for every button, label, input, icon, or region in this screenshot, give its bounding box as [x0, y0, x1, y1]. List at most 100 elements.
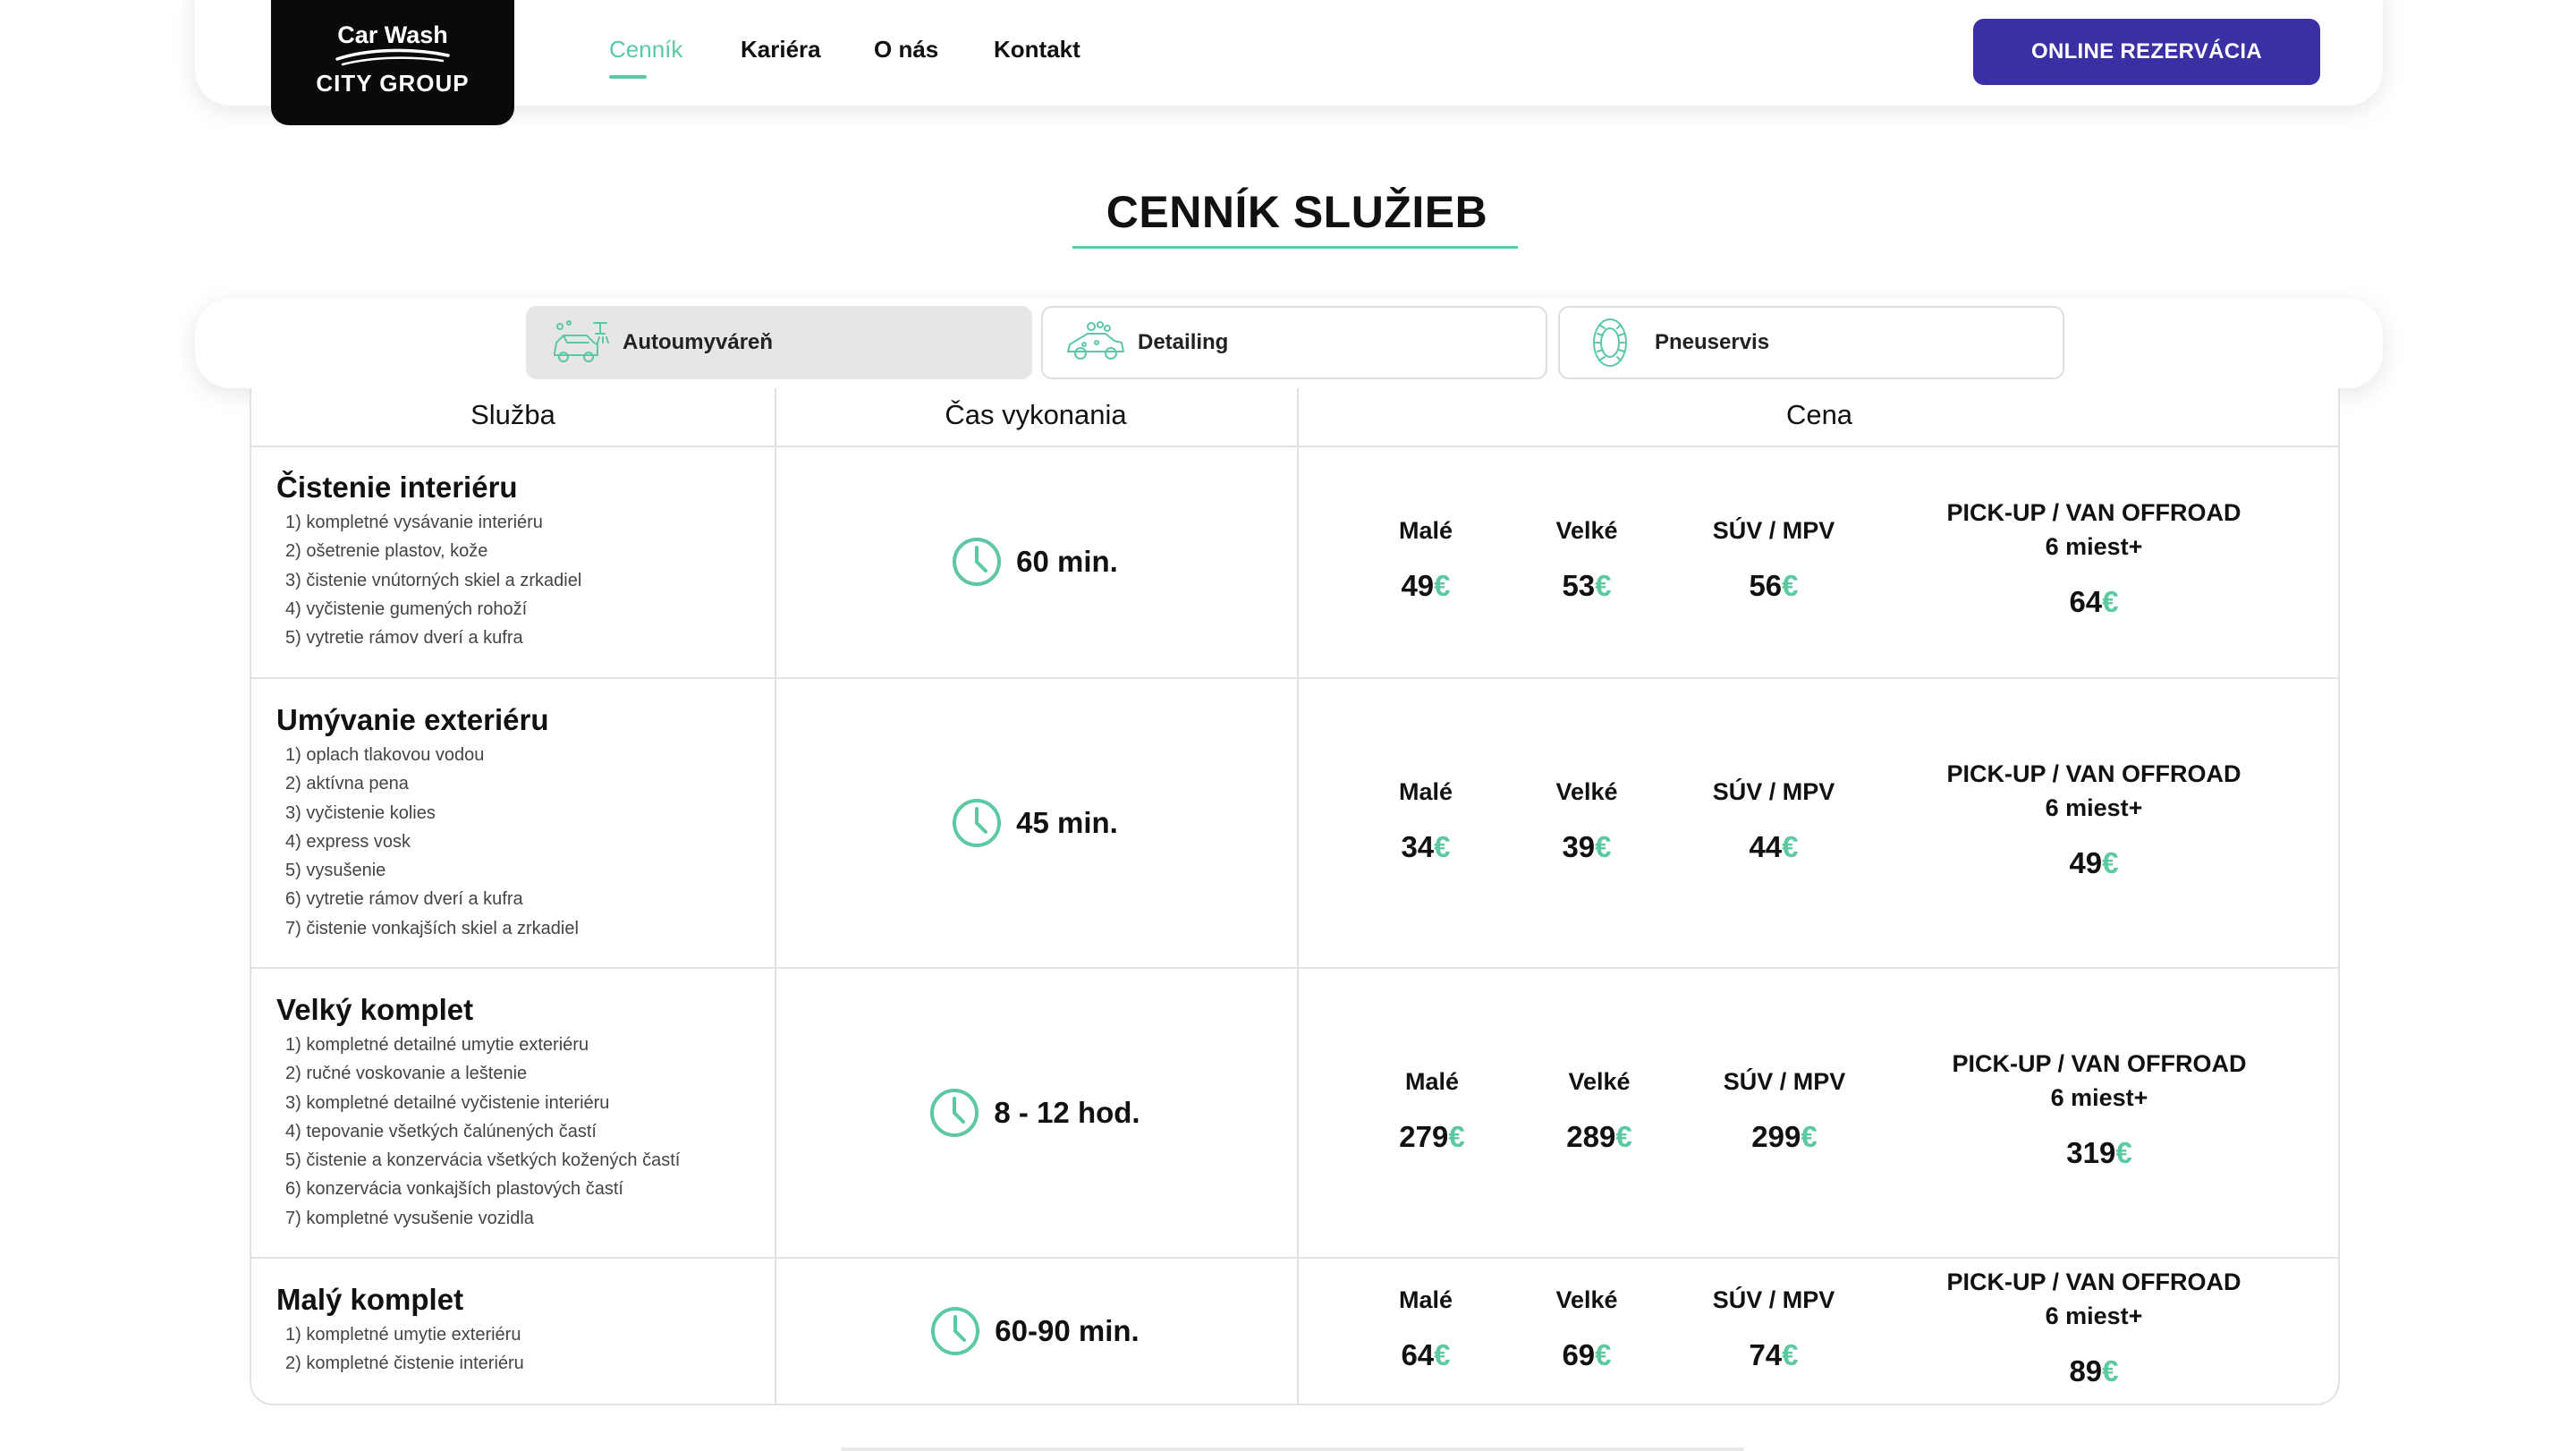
price-amount: 299 — [1751, 1120, 1801, 1153]
price-value: 64€ — [1363, 1338, 1488, 1372]
price-amount: 34 — [1401, 830, 1435, 863]
size-label: PICK-UP / VAN OFFROAD — [1946, 760, 2241, 787]
col-divider — [775, 388, 776, 1404]
service-item: 5) vysušenie — [285, 861, 386, 881]
currency: € — [1595, 569, 1612, 602]
currency: € — [1782, 830, 1799, 863]
tab-autoumyvaren[interactable]: Autoumyváreň — [526, 306, 1032, 379]
service-item: 4) express vosk — [285, 831, 411, 852]
price-large: Velké 53€ — [1524, 513, 1649, 603]
logo[interactable]: Car Wash CITY GROUP — [271, 0, 514, 125]
currency: € — [1615, 1120, 1632, 1153]
service-item: 2) ošetrenie plastov, kože — [285, 541, 488, 562]
size-label: SÚV / MPV — [1712, 778, 1835, 805]
service-item: 3) kompletné detailné vyčistenie interié… — [285, 1092, 610, 1113]
price-large: Velké 69€ — [1524, 1283, 1649, 1372]
price-small: Malé 64€ — [1363, 1283, 1488, 1372]
price-value: 39€ — [1524, 830, 1649, 864]
duration: 45 min. — [775, 796, 1294, 850]
clock-icon — [930, 1089, 979, 1137]
service-item: 1) kompletné umytie exteriéru — [285, 1325, 521, 1345]
service-item: 3) čistenie vnútorných skiel a zrkadiel — [285, 570, 582, 590]
price-value: 279€ — [1365, 1120, 1499, 1154]
service-name: Malý komplet — [276, 1283, 464, 1316]
tab-detailing[interactable]: Detailing — [1041, 306, 1547, 379]
service-item: 2) aktívna pena — [285, 774, 409, 794]
service-items: 1) oplach tlakovou vodou 2) aktívna pena… — [285, 741, 579, 943]
price-value: 289€ — [1532, 1120, 1666, 1154]
currency: € — [1434, 1338, 1451, 1371]
nav-item-kariera[interactable]: Kariéra — [741, 36, 821, 63]
tab-label: Autoumyváreň — [623, 330, 774, 354]
price-amount: 53 — [1562, 569, 1596, 602]
tab-label: Pneuservis — [1655, 330, 1770, 354]
header-cena: Cena — [1785, 399, 1853, 430]
price-amount: 49 — [2069, 846, 2103, 879]
service-item: 1) kompletné vysávanie interiéru — [285, 513, 543, 532]
size-label: Malé — [1398, 517, 1453, 544]
price-pickup: PICK-UP / VAN OFFROAD 6 miest+ 49€ — [1915, 757, 2273, 880]
price-value: 34€ — [1363, 830, 1488, 864]
nav-item-o-nas[interactable]: O nás — [874, 36, 939, 63]
currency: € — [1801, 1120, 1818, 1153]
col-divider — [1297, 388, 1299, 1404]
price-value: 44€ — [1684, 830, 1863, 864]
currency: € — [1595, 830, 1612, 863]
price-value: 89€ — [1915, 1354, 2273, 1388]
size-label: PICK-UP / VAN OFFROAD — [1946, 1269, 2241, 1295]
price-value: 53€ — [1524, 569, 1649, 603]
logo-swoosh-icon — [335, 48, 450, 66]
price-value: 49€ — [1363, 569, 1488, 603]
size-label: Velké — [1555, 517, 1618, 544]
size-label: SÚV / MPV — [1723, 1068, 1846, 1095]
duration-text: 45 min. — [1016, 806, 1118, 839]
service-item: 2) ručné voskovanie a leštenie — [285, 1064, 528, 1084]
service-item: 1) kompletné detailné umytie exteriéru — [285, 1035, 589, 1055]
duration: 60-90 min. — [775, 1304, 1294, 1358]
header-sluzba: Služba — [470, 399, 555, 430]
size-label: PICK-UP / VAN OFFROAD — [1946, 499, 2241, 526]
size-label: PICK-UP / VAN OFFROAD — [1952, 1050, 2247, 1077]
price-value: 49€ — [1915, 846, 2273, 880]
service-items: 1) kompletné umytie exteriéru 2) komplet… — [285, 1320, 524, 1379]
service-items: 1) kompletné vysávanie interiéru 2) ošet… — [285, 508, 581, 652]
size-label: Velké — [1555, 778, 1618, 805]
clock-icon — [931, 1307, 980, 1355]
logo-line1: Car Wash — [337, 21, 448, 48]
header-cas-vykonania: Čas vykonania — [945, 399, 1127, 430]
service-item: 4) vyčistenie gumených rohoží — [285, 598, 528, 619]
price-amount: 279 — [1399, 1120, 1449, 1153]
price-suv: SÚV / MPV 299€ — [1695, 1065, 1874, 1154]
service-item: 5) vytretie rámov dverí a kufra — [285, 628, 523, 649]
duration-text: 60 min. — [1016, 545, 1118, 578]
service-item: 2) kompletné čistenie interiéru — [285, 1353, 524, 1374]
size-label: 6 miest+ — [2045, 1303, 2143, 1329]
nav-item-kontakt[interactable]: Kontakt — [994, 36, 1080, 63]
size-label: 6 miest+ — [2045, 533, 2143, 560]
price-amount: 74 — [1749, 1338, 1783, 1371]
row-divider — [251, 967, 2338, 969]
service-item: 4) tepovanie všetkých čalúnených častí — [285, 1121, 597, 1141]
nav-item-cennik[interactable]: Cenník — [609, 36, 683, 63]
currency: € — [1448, 1120, 1465, 1153]
price-amount: 64 — [1401, 1338, 1435, 1371]
duration-text: 60-90 min. — [995, 1314, 1140, 1347]
size-label: Malé — [1398, 1286, 1453, 1313]
price-table: Služba Čas vykonania Cena Čistenie inter… — [250, 388, 2340, 1405]
clock-icon — [953, 799, 1002, 847]
clock-icon — [953, 538, 1002, 586]
price-amount: 56 — [1749, 569, 1783, 602]
nav-active-indicator — [609, 75, 647, 79]
duration-text: 8 - 12 hod. — [994, 1096, 1140, 1129]
car-detailing-icon — [1067, 321, 1124, 360]
price-pickup: PICK-UP / VAN OFFROAD 6 miest+ 319€ — [1920, 1047, 2278, 1170]
currency: € — [2102, 585, 2119, 618]
service-item: 3) vyčistenie kolies — [285, 802, 436, 823]
price-suv: SÚV / MPV 56€ — [1684, 513, 1863, 603]
online-reservation-button[interactable]: ONLINE REZERVÁCIA — [1973, 19, 2320, 85]
price-amount: 319 — [2066, 1136, 2116, 1169]
currency: € — [2102, 1354, 2119, 1387]
tab-pneuservis[interactable]: Pneuservis — [1558, 306, 2064, 379]
service-name: Čistenie interiéru — [276, 471, 518, 504]
price-value: 64€ — [1915, 585, 2273, 619]
